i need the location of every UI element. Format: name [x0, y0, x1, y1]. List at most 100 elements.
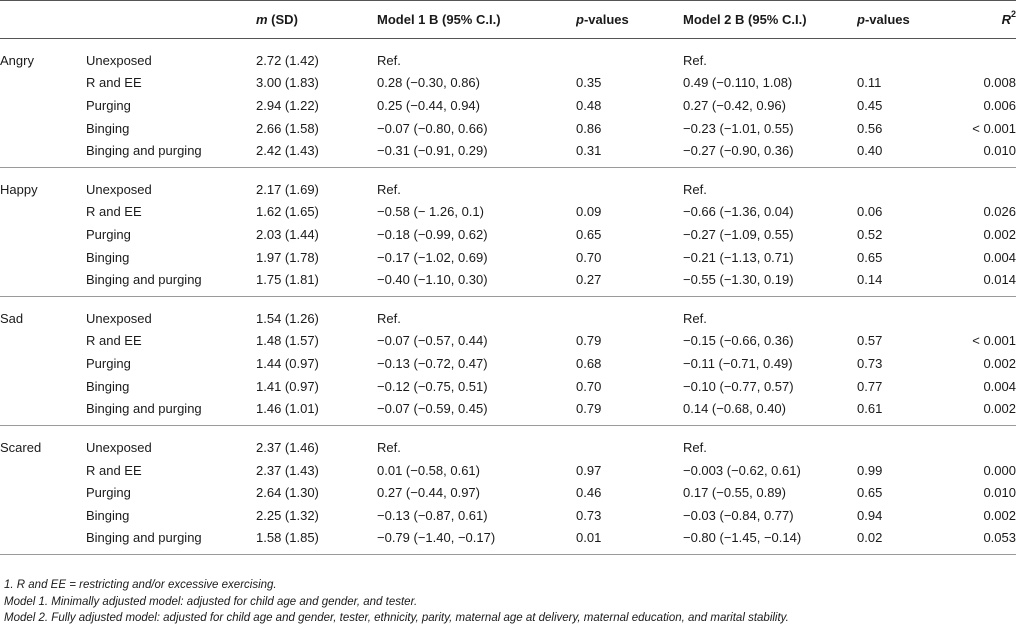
cell-p-value-2: 0.77: [857, 378, 883, 394]
table-row: Purging 2.94 (1.22) 0.25 (−0.44, 0.94) 0.48…: [0, 94, 1016, 117]
cell-exposure: R and EE: [86, 204, 142, 220]
cell-exposure: Unexposed: [86, 52, 152, 68]
cell-model1: 0.01 (−0.58, 0.61): [377, 462, 480, 478]
cell-emotion: [0, 459, 86, 482]
cell-exposure: Purging: [86, 227, 131, 243]
header-p1-symbol: p: [576, 12, 584, 27]
cell-p-value-2: 0.52: [857, 227, 883, 243]
cell-r-squared: 0.008: [983, 75, 1016, 91]
cell-r-squared: 0.010: [983, 485, 1016, 501]
header-row: m (SD) Model 1 B (95% C.I.) p-values Mod…: [0, 0, 1016, 39]
cell-p-value-2: 0.45: [857, 98, 883, 114]
footnote-abbreviation: 1. R and EE = restricting and/or excessi…: [4, 579, 277, 591]
cell-model1: −0.18 (−0.99, 0.62): [377, 227, 488, 243]
cell-exposure: R and EE: [86, 75, 142, 91]
cell-model2: Ref.: [683, 181, 707, 197]
cell-emotion: [0, 94, 86, 117]
cell-p-value-2: 0.11: [857, 75, 882, 91]
table-row: Happy Unexposed 2.17 (1.69) Ref. Ref.: [0, 168, 1016, 201]
cell-p-value-2: [857, 39, 962, 72]
cell-model1: −0.07 (−0.80, 0.66): [377, 120, 488, 136]
cell-emotion: [0, 201, 86, 224]
cell-exposure: R and EE: [86, 462, 142, 478]
cell-exposure: Purging: [86, 98, 131, 114]
header-p2-label: -values: [864, 12, 910, 27]
cell-p-value-1: [576, 426, 683, 459]
table-row: Scared Unexposed 2.37 (1.46) Ref. Ref.: [0, 426, 1016, 459]
cell-p-value-2: 0.61: [857, 397, 962, 427]
table-row: Binging and purging 1.46 (1.01) −0.07 (−0.…: [0, 397, 1016, 427]
cell-mean-sd: 2.94 (1.22): [256, 98, 319, 114]
cell-p-value-1: 0.70: [576, 378, 602, 394]
cell-emotion: [0, 139, 86, 169]
table-row: Purging 2.03 (1.44) −0.18 (−0.99, 0.62) 0.6…: [0, 223, 1016, 246]
cell-model1: −0.40 (−1.10, 0.30): [377, 268, 576, 298]
cell-mean-sd: 1.41 (0.97): [256, 378, 319, 394]
cell-r-squared: 0.014: [962, 268, 1016, 298]
cell-p-value-1: 0.01: [576, 526, 683, 556]
cell-mean-sd: 2.66 (1.58): [256, 120, 319, 136]
table-row: R and EE 2.37 (1.43) 0.01 (−0.58, 0.61) 0.9…: [0, 459, 1016, 482]
cell-mean-sd: 2.72 (1.42): [256, 52, 319, 68]
header-r-squared: R2: [962, 0, 1016, 39]
cell-model2: −0.003 (−0.62, 0.61): [683, 462, 801, 478]
cell-exposure: R and EE: [86, 333, 142, 349]
cell-emotion: Happy: [0, 181, 38, 197]
cell-model1: −0.58 (− 1.26, 0.1): [377, 204, 484, 220]
cell-model1: Ref.: [377, 310, 401, 326]
cell-exposure: Binging: [86, 378, 130, 394]
table-row: Binging 2.66 (1.58) −0.07 (−0.80, 0.66) 0.8…: [0, 117, 1016, 140]
cell-mean-sd: 1.48 (1.57): [256, 333, 319, 349]
header-p2-symbol: p: [857, 12, 865, 27]
table-row: Binging 1.41 (0.97) −0.12 (−0.75, 0.51) 0.7…: [0, 375, 1016, 398]
cell-model1: Ref.: [377, 439, 401, 455]
cell-mean-sd: 2.25 (1.32): [256, 507, 319, 523]
cell-mean-sd: 2.64 (1.30): [256, 485, 319, 501]
cell-mean-sd: 1.46 (1.01): [256, 397, 377, 427]
cell-r-squared: [962, 426, 1016, 459]
cell-model2: Ref.: [683, 52, 707, 68]
cell-model1: 0.25 (−0.44, 0.94): [377, 98, 480, 114]
cell-mean-sd: 2.03 (1.44): [256, 227, 319, 243]
cell-p-value-1: 0.79: [576, 397, 683, 427]
cell-exposure: Binging: [86, 507, 130, 523]
header-model1: Model 1 B (95% C.I.): [377, 0, 576, 39]
cell-model1: Ref.: [377, 181, 401, 197]
cell-r-squared: 0.026: [983, 204, 1016, 220]
cell-p-value-1: 0.68: [576, 356, 602, 372]
results-table: m (SD) Model 1 B (95% C.I.) p-values Mod…: [0, 0, 1016, 556]
table-footnotes: 1. R and EE = restricting and/or excessi…: [4, 577, 789, 627]
header-model2: Model 2 B (95% C.I.): [683, 0, 857, 39]
cell-model1: −0.07 (−0.57, 0.44): [377, 333, 488, 349]
cell-r-squared: 0.002: [983, 227, 1016, 243]
cell-p-value-1: 0.65: [576, 227, 602, 243]
table-row: Sad Unexposed 1.54 (1.26) Ref. Ref.: [0, 297, 1016, 330]
cell-p-value-1: 0.79: [576, 333, 602, 349]
cell-model2: 0.17 (−0.55, 0.89): [683, 485, 786, 501]
table-row: Binging and purging 2.42 (1.43) −0.31 (−0.…: [0, 139, 1016, 169]
cell-p-value-2: 0.73: [857, 356, 883, 372]
cell-model1: −0.17 (−1.02, 0.69): [377, 249, 488, 265]
cell-r-squared: [962, 39, 1016, 72]
table-row: Purging 1.44 (0.97) −0.13 (−0.72, 0.47) 0.6…: [0, 352, 1016, 375]
cell-r-squared: 0.002: [983, 356, 1016, 372]
table-header: m (SD) Model 1 B (95% C.I.) p-values Mod…: [0, 0, 1016, 39]
cell-mean-sd: 1.44 (0.97): [256, 356, 319, 372]
table-row: R and EE 1.62 (1.65) −0.58 (− 1.26, 0.1) 0.…: [0, 201, 1016, 224]
header-r-symbol: R: [1001, 12, 1011, 27]
cell-p-value-1: 0.48: [576, 98, 602, 114]
cell-emotion: [0, 352, 86, 375]
cell-model1: −0.79 (−1.40, −0.17): [377, 526, 576, 556]
cell-p-value-2: 0.65: [857, 485, 883, 501]
cell-model2: −0.27 (−1.09, 0.55): [683, 227, 794, 243]
header-mean-sd: m (SD): [256, 0, 377, 39]
cell-model2: −0.21 (−1.13, 0.71): [683, 249, 794, 265]
cell-exposure: Purging: [86, 356, 131, 372]
cell-p-value-1: 0.46: [576, 485, 602, 501]
cell-r-squared: 0.010: [962, 139, 1016, 169]
cell-model2: −0.80 (−1.45, −0.14): [683, 526, 857, 556]
cell-model1: −0.13 (−0.72, 0.47): [377, 356, 488, 372]
cell-mean-sd: 1.62 (1.65): [256, 204, 319, 220]
header-p-values-1: p-values: [576, 0, 683, 39]
cell-p-value-2: 0.14: [857, 268, 962, 298]
